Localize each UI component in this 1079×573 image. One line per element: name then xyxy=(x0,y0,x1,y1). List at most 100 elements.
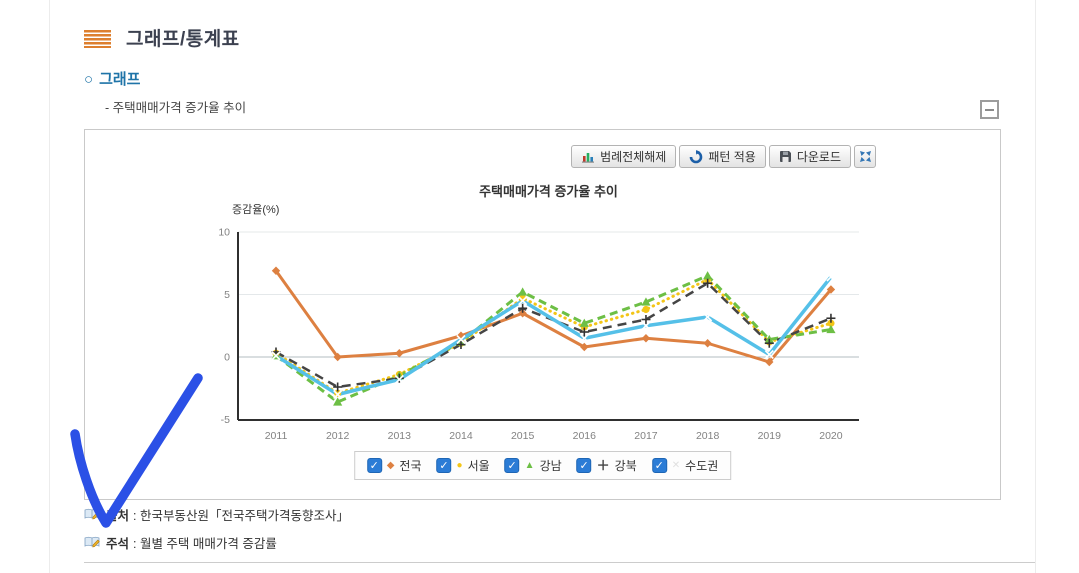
legend-label: 강북 xyxy=(614,459,637,473)
fit-screen-icon xyxy=(859,151,871,162)
book-pencil-icon xyxy=(84,536,100,548)
page-right-border xyxy=(1035,0,1036,573)
x-tick-label: 2014 xyxy=(449,430,473,442)
marker-triangle xyxy=(703,271,713,280)
source-row: 출처 : 한국부동산원「전국주택가격동향조사」 xyxy=(84,505,349,524)
marker-x xyxy=(703,312,713,322)
legend-marker-x-white-icon: ✕ xyxy=(671,459,681,471)
legend-marker-circle-icon: ● xyxy=(456,459,463,471)
marker-x xyxy=(826,272,836,282)
legend-item-서울[interactable]: ✓ ● 서울 xyxy=(436,457,490,474)
x-tick-label: 2019 xyxy=(758,430,782,442)
legend-item-강북[interactable]: ✓ ＋ 강북 xyxy=(576,457,637,474)
menu-lines-icon xyxy=(84,30,111,48)
legend-item-수도권[interactable]: ✓ ✕ 수도권 xyxy=(651,457,719,474)
legend-checkbox[interactable]: ✓ xyxy=(576,458,592,473)
marker-x xyxy=(271,351,281,361)
y-axis-label: 증감율(%) xyxy=(232,203,279,216)
series-line-강북 xyxy=(275,282,832,389)
legend-checkbox[interactable]: ✓ xyxy=(651,458,667,473)
marker-x xyxy=(394,374,404,385)
page-left-border xyxy=(49,0,50,573)
source-label: 출처 xyxy=(106,509,130,523)
section-graph-heading: ○ 그래프 xyxy=(84,68,140,89)
marker-circle xyxy=(334,389,342,397)
note-text: : 월별 주택 매매가격 증감률 xyxy=(133,537,277,551)
marker-triangle xyxy=(518,287,528,296)
series-line-강남 xyxy=(275,274,832,404)
x-tick-label: 2020 xyxy=(819,430,843,442)
legend-clear-all-button[interactable]: 범례전체해제 xyxy=(571,145,677,168)
marker-triangle xyxy=(579,318,589,327)
marker-triangle xyxy=(826,324,836,334)
legend-label: 수도권 xyxy=(685,459,719,473)
collapse-box-icon xyxy=(985,108,994,111)
bottom-divider xyxy=(84,562,1035,563)
section-graph-label: 그래프 xyxy=(99,71,141,88)
x-tick-label: 2018 xyxy=(696,430,720,442)
marker-diamond xyxy=(580,342,589,352)
legend-checkbox[interactable]: ✓ xyxy=(366,458,382,473)
x-tick-label: 2015 xyxy=(511,430,535,442)
legend-label: 강남 xyxy=(539,459,562,473)
marker-x xyxy=(579,333,589,343)
x-tick-label: 2016 xyxy=(573,430,597,442)
marker-diamond xyxy=(703,339,712,348)
source-text: : 한국부동산원「전국주택가격동향조사」 xyxy=(133,509,349,523)
chart-panel: 범례전체해제 패턴 적용 다운로드 xyxy=(84,129,1001,500)
line-chart: 10 5 0 -5 2011 2012 2013 2014 2015 2016 2017 2018 20… xyxy=(218,184,859,442)
marker-triangle xyxy=(333,397,343,406)
chart-title: 주택매매가격 증가율 추이 xyxy=(479,184,618,199)
download-button[interactable]: 다운로드 xyxy=(768,145,851,168)
marker-diamond xyxy=(271,266,281,275)
note-label: 주석 xyxy=(106,537,130,551)
y-tick-label: 0 xyxy=(224,352,230,364)
marker-x xyxy=(456,334,466,345)
marker-x xyxy=(764,349,774,360)
marker-diamond xyxy=(826,285,836,294)
marker-diamond xyxy=(518,309,527,318)
series-line-수도권 xyxy=(275,275,833,397)
download-label: 다운로드 xyxy=(796,150,841,164)
legend-checkbox[interactable]: ✓ xyxy=(436,458,452,473)
legend-item-전국[interactable]: ✓ ◆ 전국 xyxy=(366,457,422,474)
legend-checkbox[interactable]: ✓ xyxy=(504,458,520,473)
book-pencil-icon xyxy=(84,508,100,520)
note-row: 주석 : 월별 주택 매매가격 증감률 xyxy=(84,533,277,552)
apply-pattern-button[interactable]: 패턴 적용 xyxy=(679,145,766,168)
marker-diamond xyxy=(395,349,404,358)
marker-circle xyxy=(827,319,835,327)
series-line-서울 xyxy=(274,278,833,395)
series-line-전국 xyxy=(274,269,833,364)
refresh-icon xyxy=(690,149,703,163)
floppy-disk-icon xyxy=(779,151,791,162)
y-tick-label: 5 xyxy=(224,289,230,301)
bar-chart-icon xyxy=(582,153,595,163)
marker-x xyxy=(641,321,651,331)
marker-triangle xyxy=(641,297,651,306)
collapse-panel-button[interactable] xyxy=(980,100,999,119)
fit-screen-button[interactable] xyxy=(854,145,876,168)
marker-diamond xyxy=(641,334,651,343)
chart-legend: ✓ ◆ 전국 ✓ ● 서울 ✓ ▲ 강남 ✓ ＋ 강북 ✓ ✕ 수도권 xyxy=(353,451,732,480)
chart-subtitle: - 주택매매가격 증가율 추이 xyxy=(105,101,247,115)
y-tick-label: -5 xyxy=(221,414,230,426)
marker-x xyxy=(518,296,528,306)
chart-toolbar: 범례전체해제 패턴 적용 다운로드 xyxy=(571,145,876,168)
marker-diamond xyxy=(765,357,774,367)
page-title: 그래프/통계표 xyxy=(126,29,240,50)
legend-marker-plus-icon: ＋ xyxy=(596,458,610,473)
marker-x xyxy=(333,389,343,400)
x-tick-label: 2011 xyxy=(265,430,288,442)
legend-marker-triangle-icon: ▲ xyxy=(524,459,535,471)
x-tick-label: 2012 xyxy=(326,430,350,442)
legend-clear-all-label: 범례전체해제 xyxy=(600,150,667,164)
circle-bullet-icon: ○ xyxy=(84,71,94,88)
legend-item-강남[interactable]: ✓ ▲ 강남 xyxy=(504,457,562,474)
legend-marker-diamond-icon: ◆ xyxy=(386,459,395,471)
legend-label: 서울 xyxy=(467,459,490,473)
x-tick-label: 2017 xyxy=(634,430,658,442)
x-tick-label: 2013 xyxy=(388,430,412,442)
apply-pattern-label: 패턴 적용 xyxy=(708,150,756,164)
